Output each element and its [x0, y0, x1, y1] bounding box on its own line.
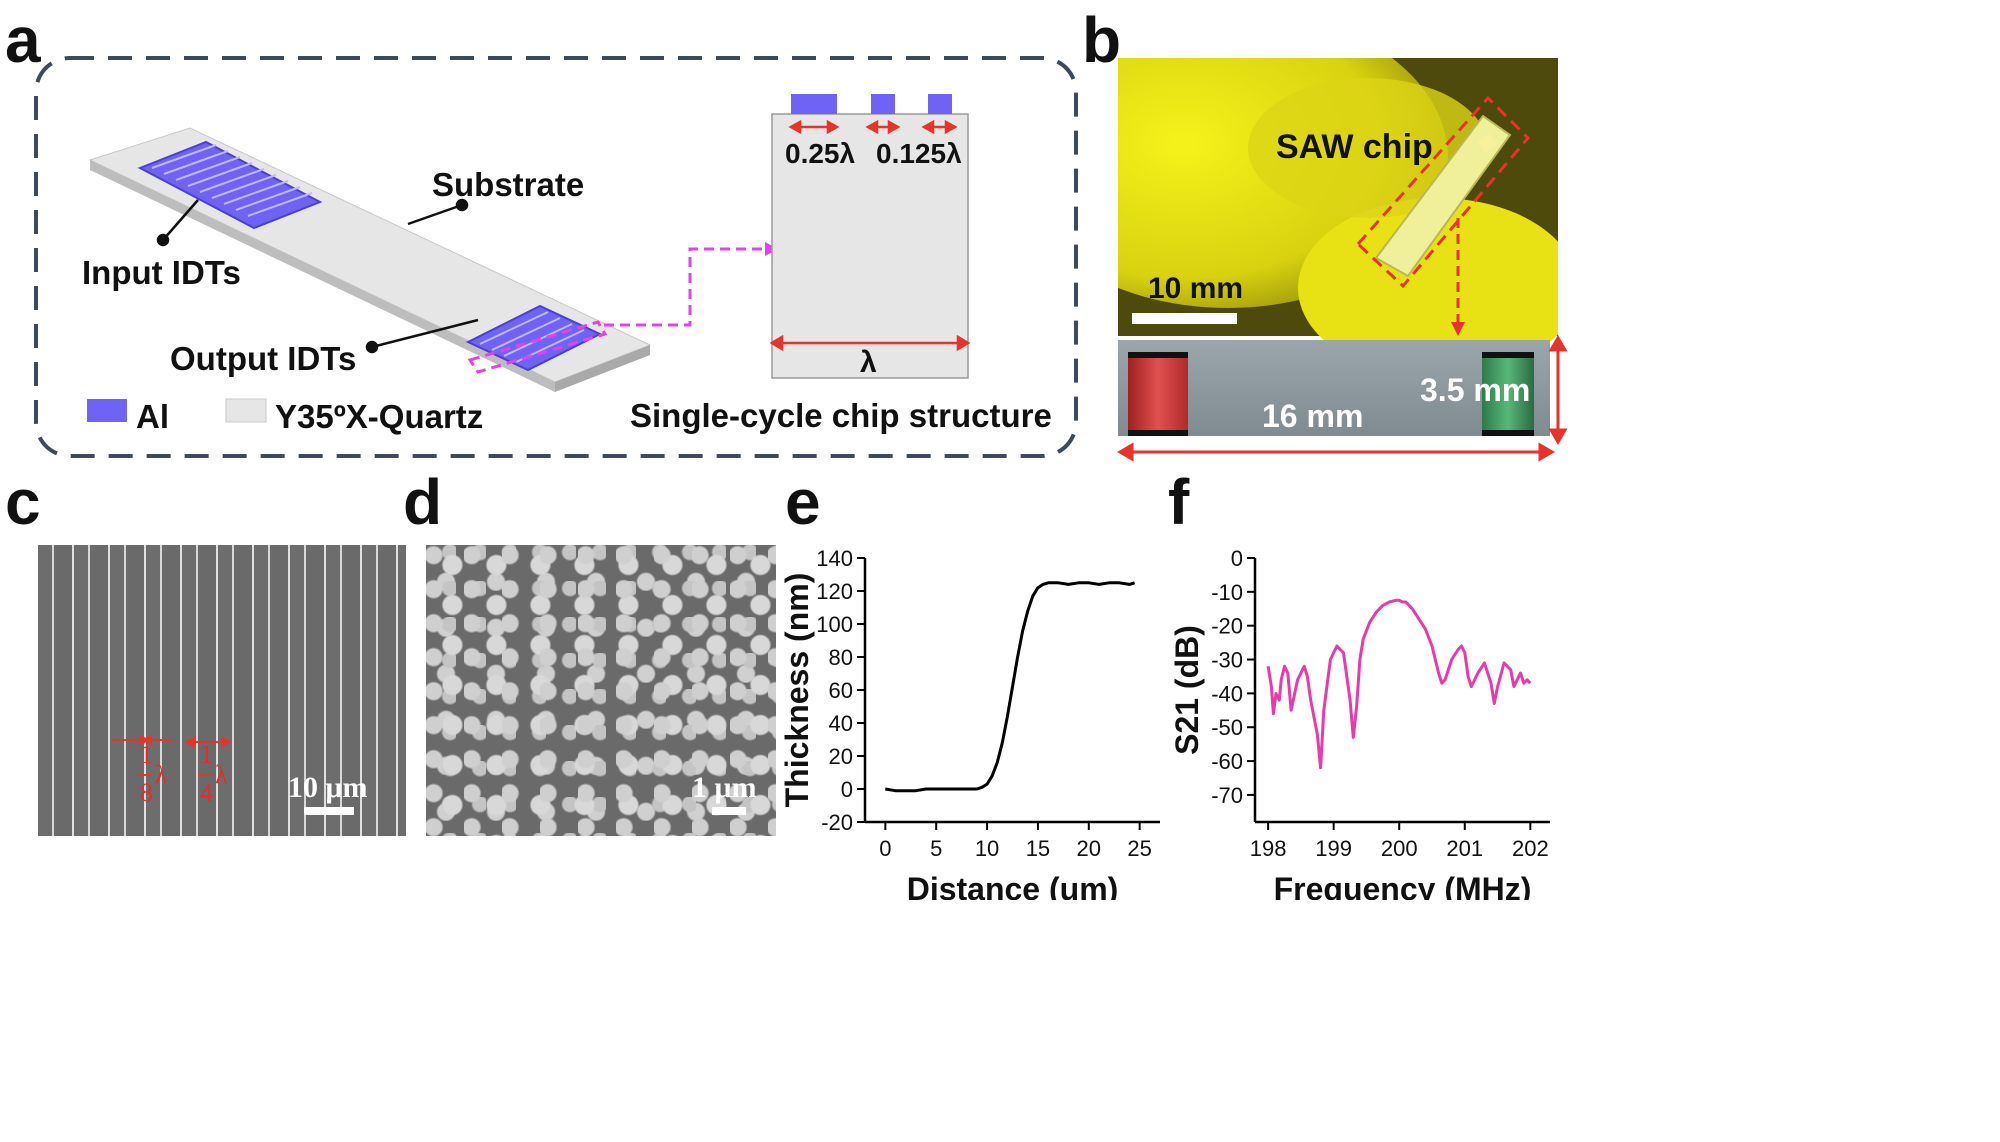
x-tick-label: 198	[1250, 836, 1287, 861]
output-idt-photo	[1482, 352, 1534, 436]
frac-den-quarter: 4	[200, 778, 213, 807]
y-tick-label: 80	[829, 645, 853, 670]
x-tick-label: 0	[879, 836, 891, 861]
frac-num-quarter: 1	[200, 740, 213, 769]
x-tick-label: 20	[1077, 836, 1101, 861]
panel-c-annotations	[112, 734, 354, 815]
frac-den-eighth: 8	[140, 778, 153, 807]
y-tick-label: -10	[1211, 580, 1243, 605]
panel-letter-f: f	[1168, 466, 1190, 538]
legend-al-label: Al	[136, 398, 169, 435]
frac-lambda-quarter: λ	[215, 760, 228, 789]
single-cycle-callout	[467, 247, 765, 374]
y-tick-label: -30	[1211, 648, 1243, 673]
dim-lambda: λ	[860, 346, 877, 379]
chip-highlight-box	[1355, 95, 1531, 289]
series-line-thickness	[885, 581, 1136, 793]
chip-strip-photo-bg	[1118, 340, 1550, 436]
y-tick-label: 60	[829, 678, 853, 703]
y-tick-label: -20	[821, 810, 853, 835]
y-tick-label: -50	[1211, 715, 1243, 740]
panel-a-schematic	[34, 56, 1078, 458]
x-tick-label: 15	[1026, 836, 1050, 861]
y-tick-label: 120	[816, 579, 853, 604]
legend-quartz-label: Y35ºX-Quartz	[275, 398, 484, 435]
y-tick-label: -40	[1211, 681, 1243, 706]
panel-d-annotations	[712, 807, 746, 815]
saw-chip-label: SAW chip	[1276, 128, 1433, 166]
panel-letter-e: e	[785, 466, 821, 538]
y-tick-label: -60	[1211, 749, 1243, 774]
s21-chart: 198 199 200 201 202 0 -10 -20 -30 -40 -50 -60 -70 Fre…	[1170, 546, 1550, 900]
y-tick-label: -20	[1211, 614, 1243, 639]
series-line-S21	[1266, 598, 1532, 770]
sem-idt-image	[38, 545, 406, 836]
input-idts-block	[137, 140, 323, 230]
sem-film-image	[426, 545, 776, 836]
cross-section	[769, 94, 971, 379]
legend-al-swatch	[87, 399, 127, 422]
y-axis-label: Thickness (nm)	[780, 573, 815, 808]
x-tick-label: 200	[1381, 836, 1418, 861]
panel-letter-d: d	[403, 466, 443, 538]
y-tick-label: 0	[841, 777, 853, 802]
y-tick-label: 0	[1231, 546, 1243, 571]
thickness-chart: 0 5 10 15 20 25 -20 0 20 40 60 80 100 120 140 Distance …	[780, 546, 1160, 900]
panel-letter-a: a	[5, 4, 41, 76]
length-16mm-label: 16 mm	[1262, 398, 1364, 434]
scale-10um-label: 10 μm	[288, 771, 368, 804]
x-tick-label: 25	[1127, 836, 1151, 861]
x-tick-label: 199	[1315, 836, 1352, 861]
scale-bar-10mm	[1132, 313, 1237, 324]
panel-letter-c: c	[5, 466, 41, 538]
output-idts-label: Output IDTs	[170, 340, 357, 377]
y-tick-label: 40	[829, 711, 853, 736]
dim-quarter-lambda: 0.25λ	[785, 138, 856, 169]
frac-lambda-eighth: λ	[155, 760, 168, 789]
width-3-5mm-label: 3.5 mm	[1420, 372, 1531, 408]
y-tick-label: 100	[816, 612, 853, 637]
input-idt-photo	[1128, 352, 1188, 436]
y-tick-label: 20	[829, 744, 853, 769]
saw-chip-photo	[1374, 114, 1512, 278]
scale-10mm-label: 10 mm	[1148, 272, 1244, 305]
legend-quartz-swatch	[225, 398, 267, 423]
x-tick-label: 10	[975, 836, 999, 861]
y-tick-label: -70	[1211, 783, 1243, 808]
panel-b-dimensions	[1117, 335, 1568, 462]
panel-b-photo	[1118, 58, 1558, 388]
x-axis-label: Distance (um)	[907, 871, 1119, 900]
dim-eighth-lambda: 0.125λ	[876, 138, 962, 169]
structure-caption: Single-cycle chip structure	[630, 397, 1052, 434]
y-tick-label: 140	[816, 546, 853, 571]
input-idts-label: Input IDTs	[82, 254, 241, 291]
panel-a-dashed-frame	[34, 56, 1078, 458]
x-tick-label: 202	[1512, 836, 1549, 861]
scale-bar-10um	[304, 807, 354, 815]
scale-bar-1um	[712, 807, 746, 815]
panel-letter-b: b	[1082, 4, 1122, 76]
frac-num-eighth: 1	[140, 740, 153, 769]
substrate-label: Substrate	[432, 166, 585, 203]
x-tick-label: 5	[930, 836, 942, 861]
scale-1um-label: 1 μm	[692, 771, 757, 804]
x-axis-label: Frequency (MHz)	[1274, 871, 1532, 900]
y-axis-label: S21 (dB)	[1170, 625, 1205, 755]
x-tick-label: 201	[1446, 836, 1483, 861]
